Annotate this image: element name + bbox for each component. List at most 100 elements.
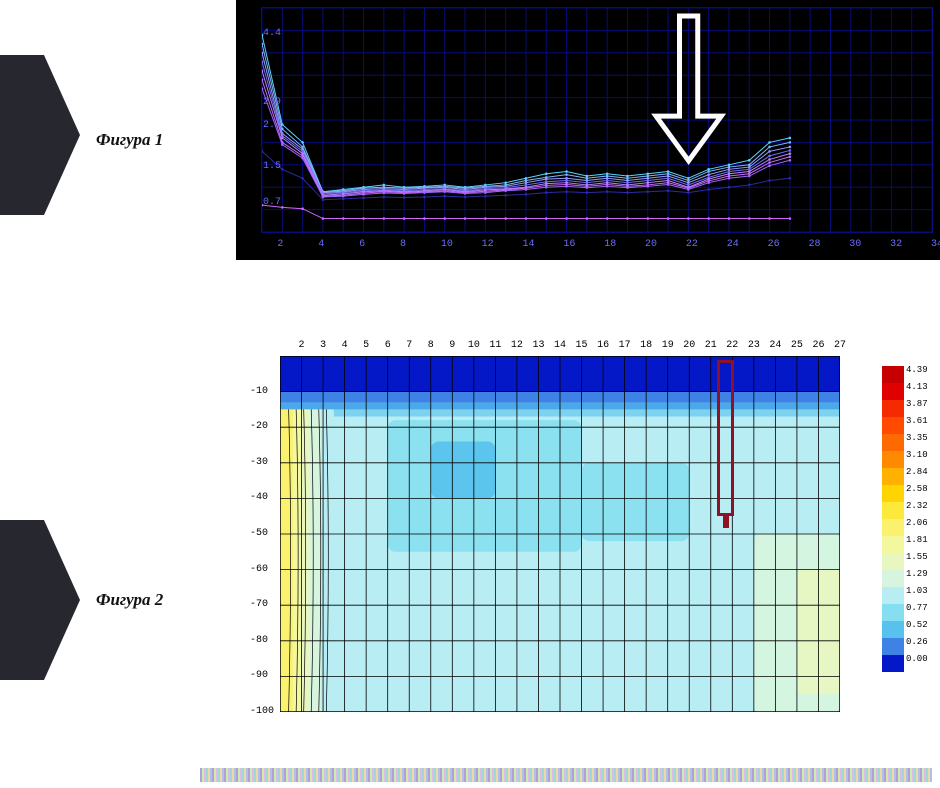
page-pointer-fig1 xyxy=(0,55,80,215)
fig2-colorbar: 4.394.133.873.613.353.102.842.582.322.06… xyxy=(882,366,932,686)
fig2-xtick: 19 xyxy=(662,340,674,351)
fig2-xtick: 18 xyxy=(640,340,652,351)
fig2-xtick: 11 xyxy=(489,340,501,351)
fig2-ytick: -70 xyxy=(250,599,268,610)
fig2-xtick: 6 xyxy=(385,340,391,351)
fig1-xtick: 24 xyxy=(727,239,739,250)
colorbar-label: 3.35 xyxy=(906,430,928,447)
fig1-label: Фигура 1 xyxy=(96,130,163,150)
colorbar-label: 1.81 xyxy=(906,532,928,549)
fig2-xtick: 13 xyxy=(532,340,544,351)
fig2-highlight-marker xyxy=(717,360,734,517)
colorbar-swatch xyxy=(882,434,904,451)
fig1-xtick: 18 xyxy=(604,239,616,250)
fig2-xtick: 27 xyxy=(834,340,846,351)
colorbar-label: 2.06 xyxy=(906,515,928,532)
colorbar-label: 3.87 xyxy=(906,396,928,413)
fig1-xtick: 20 xyxy=(645,239,657,250)
fig1-xtick: 4 xyxy=(318,239,324,250)
fig2-contour-chart: 4.394.133.873.613.353.102.842.582.322.06… xyxy=(236,332,940,732)
fig1-xtick: 26 xyxy=(768,239,780,250)
fig2-xtick: 12 xyxy=(511,340,523,351)
colorbar-label: 2.84 xyxy=(906,464,928,481)
fig1-xtick: 12 xyxy=(482,239,494,250)
colorbar-label: 0.26 xyxy=(906,634,928,651)
fig2-ytick: -80 xyxy=(250,635,268,646)
fig1-ytick: 4.4 xyxy=(263,28,281,39)
colorbar-label: 3.61 xyxy=(906,413,928,430)
fig1-ytick: 2.9 xyxy=(263,97,281,108)
fig1-xtick: 2 xyxy=(277,239,283,250)
colorbar-swatch xyxy=(882,417,904,434)
fig2-ytick: -60 xyxy=(250,564,268,575)
colorbar-label: 2.58 xyxy=(906,481,928,498)
colorbar-swatch xyxy=(882,485,904,502)
colorbar-label: 1.03 xyxy=(906,583,928,600)
fig2-xtick: 17 xyxy=(619,340,631,351)
fig2-xtick: 15 xyxy=(576,340,588,351)
fig2-xtick: 20 xyxy=(683,340,695,351)
colorbar-swatch xyxy=(882,451,904,468)
fig2-xtick: 23 xyxy=(748,340,760,351)
colorbar-label: 4.13 xyxy=(906,379,928,396)
colorbar-swatch xyxy=(882,587,904,604)
fig1-line-chart: 0.71.52.42.94.42468101214161820222426283… xyxy=(236,0,940,260)
fig1-xtick: 32 xyxy=(890,239,902,250)
fig2-xtick: 3 xyxy=(320,340,326,351)
decorative-noise-bar xyxy=(200,768,932,782)
fig2-xtick: 4 xyxy=(342,340,348,351)
colorbar-swatch xyxy=(882,468,904,485)
fig1-xtick: 28 xyxy=(808,239,820,250)
fig2-ytick: -20 xyxy=(250,421,268,432)
colorbar-label: 4.39 xyxy=(906,362,928,379)
fig1-ytick: 1.5 xyxy=(263,161,281,172)
fig2-xtick: 5 xyxy=(363,340,369,351)
fig2-plot-area xyxy=(280,356,840,712)
colorbar-label: 2.32 xyxy=(906,498,928,515)
colorbar-label: 1.29 xyxy=(906,566,928,583)
fig2-highlight-marker-tail xyxy=(723,516,729,528)
fig2-xtick: 26 xyxy=(812,340,824,351)
colorbar-label: 0.52 xyxy=(906,617,928,634)
colorbar-swatch xyxy=(882,366,904,383)
fig2-xtick: 2 xyxy=(299,340,305,351)
colorbar-swatch xyxy=(882,621,904,638)
colorbar-label: 0.77 xyxy=(906,600,928,617)
fig2-xtick: 22 xyxy=(726,340,738,351)
fig2-ytick: -50 xyxy=(250,528,268,539)
colorbar-swatch xyxy=(882,536,904,553)
colorbar-label: 0.00 xyxy=(906,651,928,668)
fig2-xtick: 25 xyxy=(791,340,803,351)
fig1-xtick: 34 xyxy=(931,239,940,250)
fig1-xtick: 6 xyxy=(359,239,365,250)
colorbar-swatch xyxy=(882,519,904,536)
fig1-arrow-annotation xyxy=(237,1,939,259)
fig2-xtick: 16 xyxy=(597,340,609,351)
fig1-xtick: 16 xyxy=(563,239,575,250)
colorbar-swatch xyxy=(882,553,904,570)
colorbar-swatch xyxy=(882,638,904,655)
fig2-ytick: -30 xyxy=(250,457,268,468)
fig1-xtick: 14 xyxy=(523,239,535,250)
fig2-xtick: 7 xyxy=(406,340,412,351)
colorbar-label: 3.10 xyxy=(906,447,928,464)
fig2-xtick: 14 xyxy=(554,340,566,351)
fig1-xtick: 22 xyxy=(686,239,698,250)
colorbar-swatch xyxy=(882,383,904,400)
colorbar-label: 1.55 xyxy=(906,549,928,566)
colorbar-swatch xyxy=(882,400,904,417)
fig2-ytick: -40 xyxy=(250,492,268,503)
fig1-ytick: 2.4 xyxy=(263,120,281,131)
colorbar-swatch xyxy=(882,655,904,672)
colorbar-swatch xyxy=(882,570,904,587)
fig2-xtick: 21 xyxy=(705,340,717,351)
fig1-ytick: 0.7 xyxy=(263,197,281,208)
fig1-xtick: 8 xyxy=(400,239,406,250)
page-pointer-fig2 xyxy=(0,520,80,680)
fig2-xtick: 10 xyxy=(468,340,480,351)
fig2-xtick: 24 xyxy=(769,340,781,351)
colorbar-swatch xyxy=(882,502,904,519)
fig2-ytick: -100 xyxy=(250,706,274,717)
fig2-label: Фигура 2 xyxy=(96,590,163,610)
fig2-xtick: 8 xyxy=(428,340,434,351)
